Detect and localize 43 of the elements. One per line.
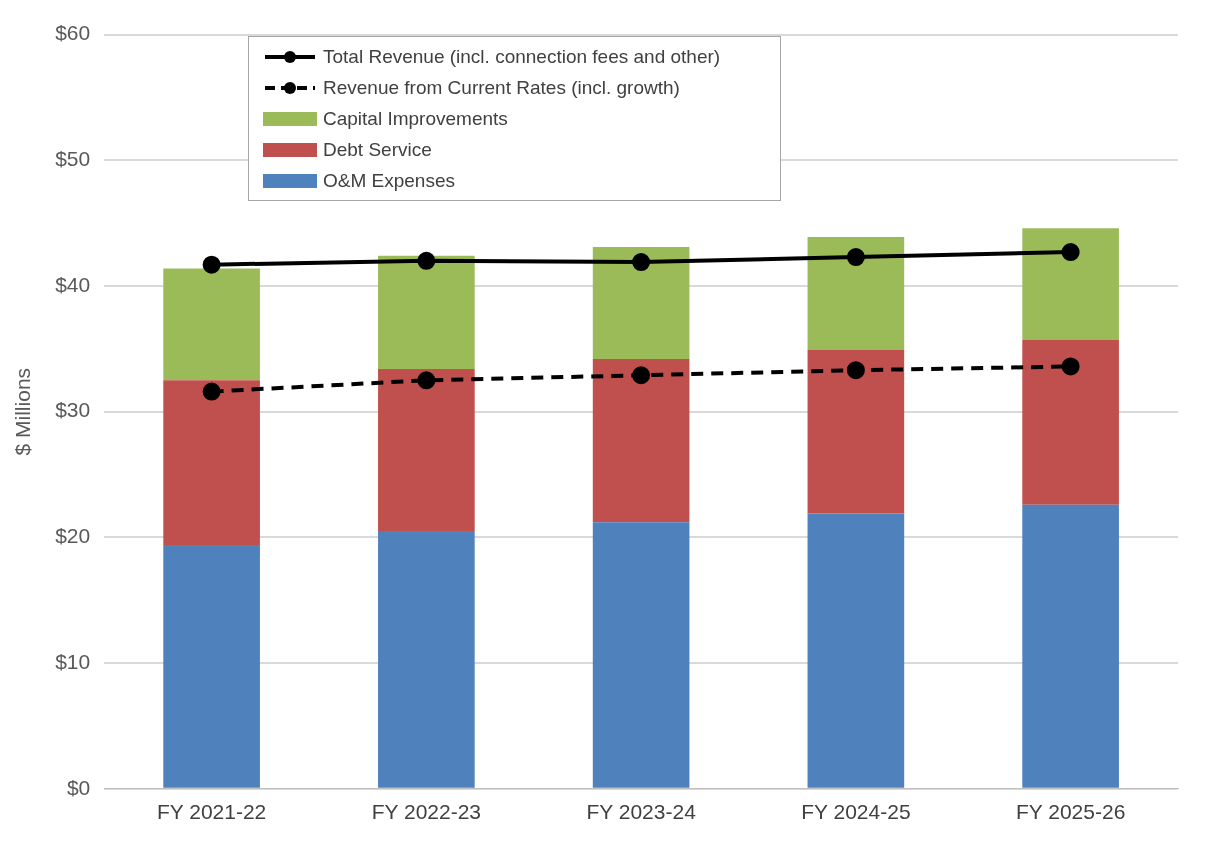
- y-tick-label: $30: [55, 398, 91, 422]
- x-tick-label: FY 2023-24: [586, 800, 697, 824]
- y-axis-title: $ Millions: [11, 367, 35, 456]
- x-tick-label: FY 2024-25: [801, 800, 911, 824]
- point: [846, 248, 865, 267]
- point: [202, 382, 221, 401]
- point: [1061, 243, 1080, 262]
- bar: [1022, 504, 1119, 788]
- bar: [378, 255, 475, 369]
- y-tick-label: $50: [55, 147, 91, 171]
- legend-label: Debt Service: [323, 138, 432, 161]
- legend-label: O&M Expenses: [323, 169, 455, 192]
- bar: [163, 268, 260, 381]
- bar: [1022, 228, 1119, 341]
- y-tick-label: $60: [55, 21, 91, 45]
- y-tick-label: $20: [55, 524, 91, 548]
- y-tick-label: $40: [55, 272, 91, 296]
- legend-label: Revenue from Current Rates (incl. growth): [323, 76, 680, 99]
- bar: [807, 513, 905, 788]
- point: [417, 251, 436, 270]
- x-tick-label: FY 2022-23: [371, 800, 482, 824]
- bar: [592, 358, 690, 523]
- legend-label: Capital Improvements: [323, 107, 508, 130]
- point: [202, 255, 221, 274]
- bar: [163, 544, 260, 788]
- y-tick-label: $10: [55, 649, 91, 673]
- point: [632, 253, 651, 272]
- bar: [1022, 340, 1119, 505]
- point: [1061, 357, 1080, 376]
- legend-label: Total Revenue (incl. connection fees and other): [323, 45, 721, 68]
- point: [417, 371, 436, 390]
- bar: [807, 350, 905, 514]
- point: [632, 366, 651, 385]
- x-tick-label: FY 2021-22: [156, 800, 267, 824]
- bar: [378, 531, 475, 788]
- bar: [592, 247, 690, 359]
- y-tick-label: $0: [66, 775, 91, 799]
- x-tick-label: FY 2025-26: [1015, 800, 1126, 824]
- bar: [592, 522, 690, 788]
- bar: [807, 236, 905, 351]
- bar: [163, 380, 260, 545]
- point: [846, 361, 865, 380]
- bar: [378, 368, 475, 532]
